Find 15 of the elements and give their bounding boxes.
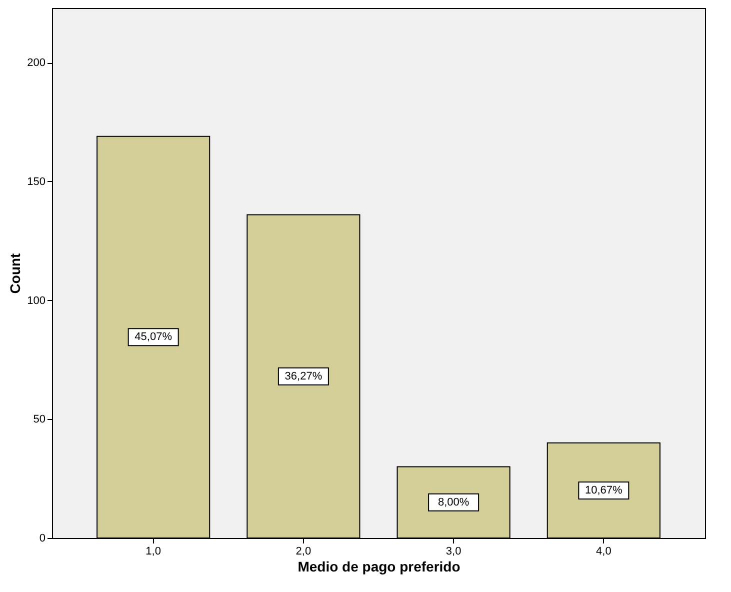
annotation: 8,00% [438, 496, 470, 508]
annotation: 36,27% [284, 370, 322, 382]
annotation: 45,07% [134, 331, 172, 344]
x-axis-title: Medio de pago preferido [298, 558, 460, 574]
x-tick-label: 3,0 [446, 546, 462, 558]
y-tick-label: 150 [27, 176, 46, 188]
x-tick-label: 1,0 [146, 546, 161, 558]
annotation: 10,67% [585, 484, 623, 496]
y-tick-label: 200 [27, 57, 46, 70]
y-tick-label: 0 [39, 532, 46, 544]
y-axis-title: Count [7, 252, 24, 294]
y-tick-label: 50 [33, 414, 46, 426]
x-tick-label: 4,0 [596, 546, 612, 558]
x-tick-label: 2,0 [296, 546, 312, 558]
y-tick-label: 100 [27, 294, 46, 307]
